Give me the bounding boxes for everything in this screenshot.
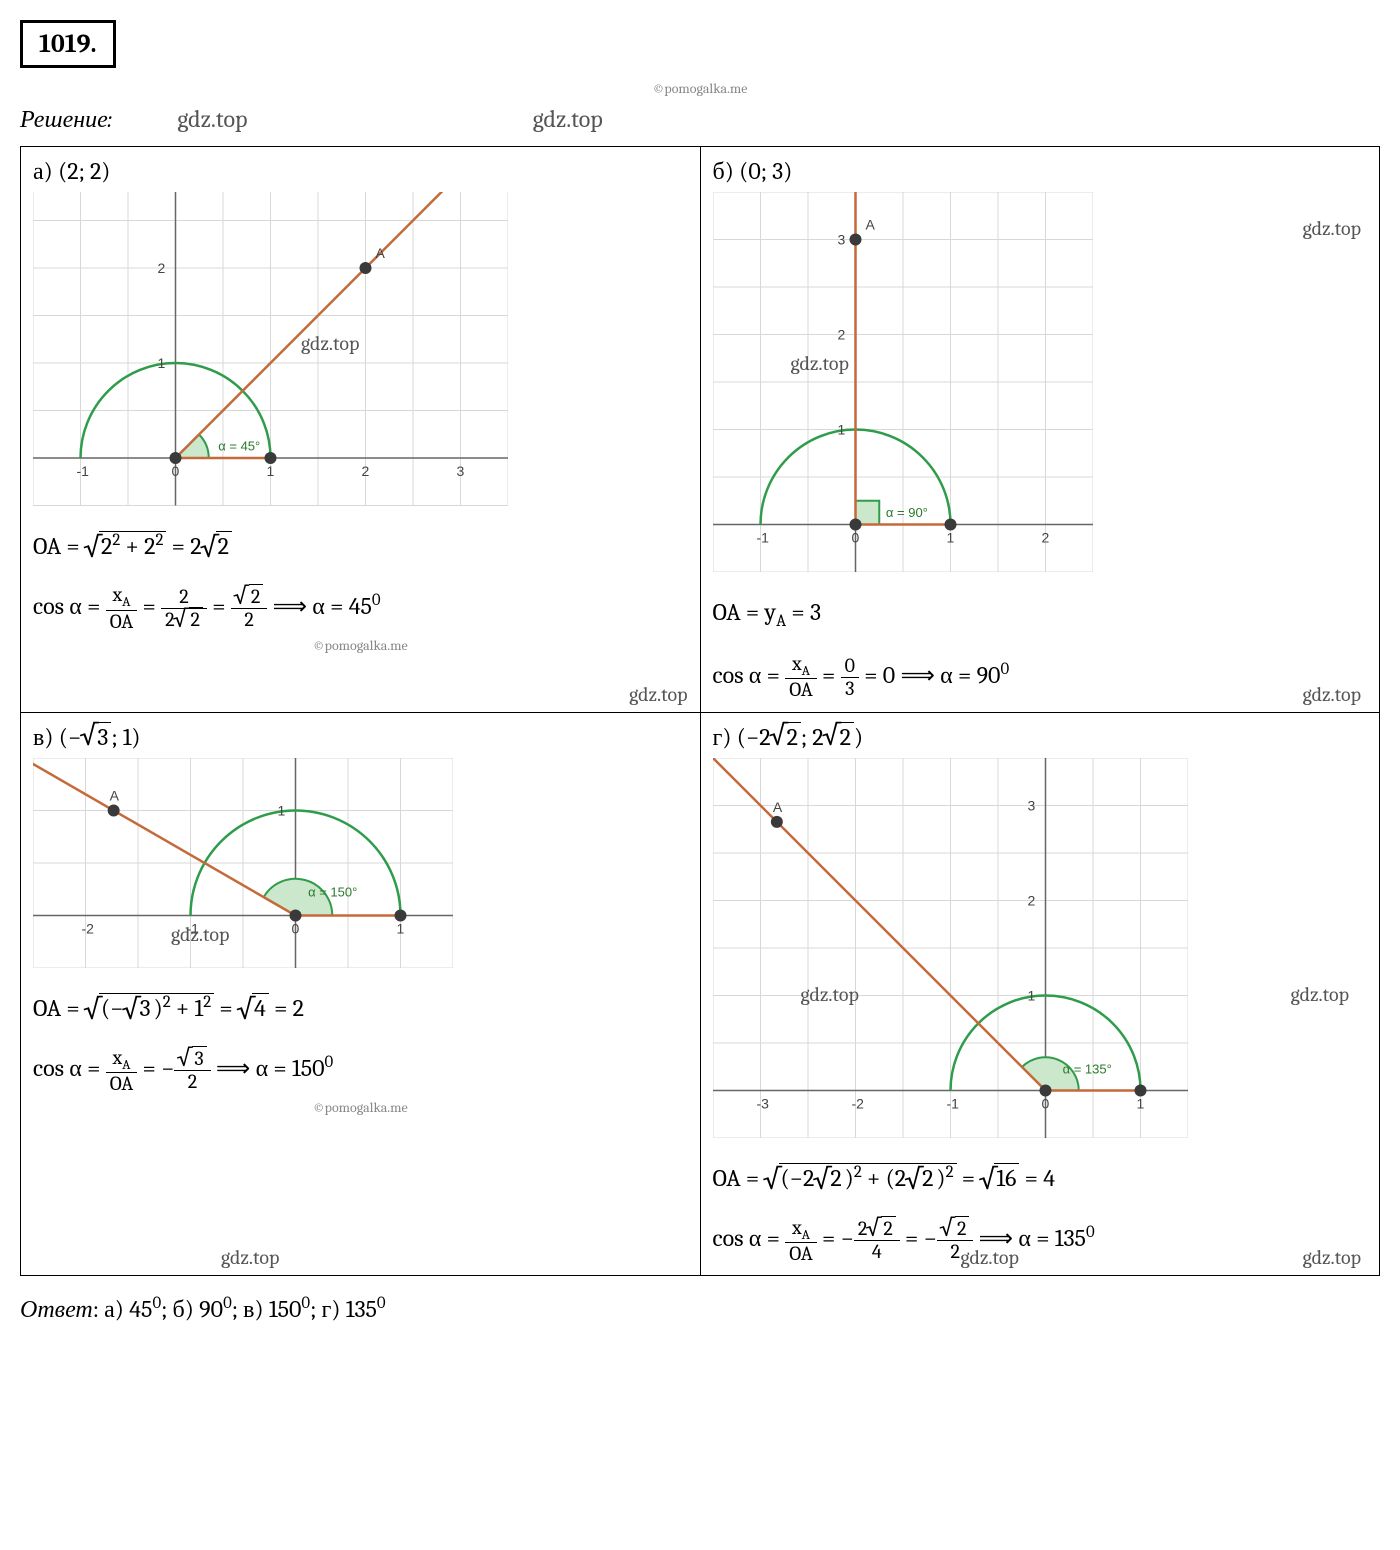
svg-text:0: 0: [292, 920, 300, 936]
svg-text:2: 2: [1027, 892, 1035, 908]
answer: Ответ: а) 450; б) 900; в) 1500; г) 1350: [20, 1294, 1380, 1324]
svg-text:1: 1: [267, 463, 275, 479]
svg-text:-2: -2: [851, 1095, 864, 1111]
copyright: ©pomogalka.me: [33, 1099, 688, 1116]
svg-text:1: 1: [837, 422, 845, 438]
panel-b: б) (0; 3) A -1 0 1 2 1 2 3 α = 90° OA = yA = 3 c…: [700, 147, 1380, 713]
svg-text:1: 1: [397, 920, 405, 936]
watermark: gdz.top: [177, 105, 247, 133]
panel-a-chart: A -1 0 1 2 3 1 2 α = 45°: [33, 192, 688, 512]
svg-text:1: 1: [946, 530, 954, 546]
panel-c-oa: OA = (−3)2 + 12 = 4 = 2: [33, 982, 688, 1035]
panel-a-oa: OA = 22 + 22 = 22: [33, 520, 688, 573]
panel-b-cos: cos α = xAOA = 03 = 0 ⟹ α = 900: [713, 649, 1368, 702]
panel-a: а) (2; 2) A -1 0 1 2 3 1 2 α = 45° OA = 22 + 22 …: [21, 147, 701, 713]
panel-d-cos: cos α = xAOA = −224 = −22 ⟹ α = 1350: [713, 1212, 1368, 1265]
svg-text:3: 3: [1027, 797, 1035, 813]
panel-c-chart: A -2 -1 0 1 1 α = 150°: [33, 758, 688, 974]
panel-b-oa: OA = yA = 3: [713, 586, 1368, 641]
solution-grid: а) (2; 2) A -1 0 1 2 3 1 2 α = 45° OA = 22 + 22 …: [20, 146, 1380, 1276]
panel-c: в) (−3; 1) A -2 -1 0 1 1 α = 150° OA = (−3)2 +…: [21, 712, 701, 1276]
svg-text:0: 0: [1041, 1095, 1049, 1111]
copyright-top: ©pomogalka.me: [20, 80, 1380, 97]
panel-b-chart: A -1 0 1 2 1 2 3 α = 90°: [713, 192, 1368, 578]
svg-text:2: 2: [1041, 530, 1049, 546]
svg-text:1: 1: [1027, 987, 1035, 1003]
panel-d-oa: OA = (−22)2 + (22)2 = 16 = 4: [713, 1152, 1368, 1205]
copyright: ©pomogalka.me: [33, 637, 688, 654]
svg-text:3: 3: [837, 232, 845, 248]
panel-c-cos: cos α = xAOA = −32 ⟹ α = 1500: [33, 1042, 688, 1095]
panel-b-coords: б) (0; 3): [713, 157, 1368, 186]
solution-label: Решение: gdz.top gdz.top: [20, 105, 1380, 134]
svg-text:2: 2: [362, 463, 370, 479]
svg-text:A: A: [110, 787, 120, 803]
panel-d-chart: A -3 -2 -1 0 1 1 2 3 α = 135°: [713, 758, 1368, 1144]
svg-text:-1: -1: [187, 920, 200, 936]
svg-text:1: 1: [158, 355, 166, 371]
svg-text:α = 90°: α = 90°: [885, 505, 927, 520]
watermark: gdz.top: [629, 683, 687, 706]
problem-number: 1019.: [20, 20, 116, 68]
svg-text:-3: -3: [756, 1095, 769, 1111]
watermark: gdz.top: [533, 105, 603, 133]
svg-text:3: 3: [457, 463, 465, 479]
svg-text:1: 1: [278, 802, 286, 818]
svg-text:0: 0: [851, 530, 859, 546]
svg-text:A: A: [772, 798, 782, 814]
svg-text:-1: -1: [756, 530, 769, 546]
svg-text:2: 2: [158, 260, 166, 276]
svg-text:α = 135°: α = 135°: [1062, 1061, 1111, 1076]
svg-text:-1: -1: [77, 463, 90, 479]
svg-text:1: 1: [1136, 1095, 1144, 1111]
svg-text:α = 150°: α = 150°: [308, 884, 357, 899]
panel-d-coords: г) (−22; 22): [713, 723, 1368, 752]
svg-text:-2: -2: [82, 920, 95, 936]
panel-a-coords: а) (2; 2): [33, 157, 688, 186]
svg-text:α = 45°: α = 45°: [218, 438, 260, 453]
svg-text:A: A: [376, 245, 386, 261]
svg-text:2: 2: [837, 327, 845, 343]
watermark: gdz.top: [221, 1246, 279, 1269]
svg-text:A: A: [865, 217, 875, 233]
panel-d: г) (−22; 22) A -3 -2 -1 0 1 1 2 3 α = 135° OA = (…: [700, 712, 1380, 1276]
panel-c-coords: в) (−3; 1): [33, 723, 688, 752]
svg-text:0: 0: [172, 463, 180, 479]
panel-a-cos: cos α = xAOA = 222 = 22 ⟹ α = 450: [33, 580, 688, 633]
svg-text:-1: -1: [946, 1095, 959, 1111]
